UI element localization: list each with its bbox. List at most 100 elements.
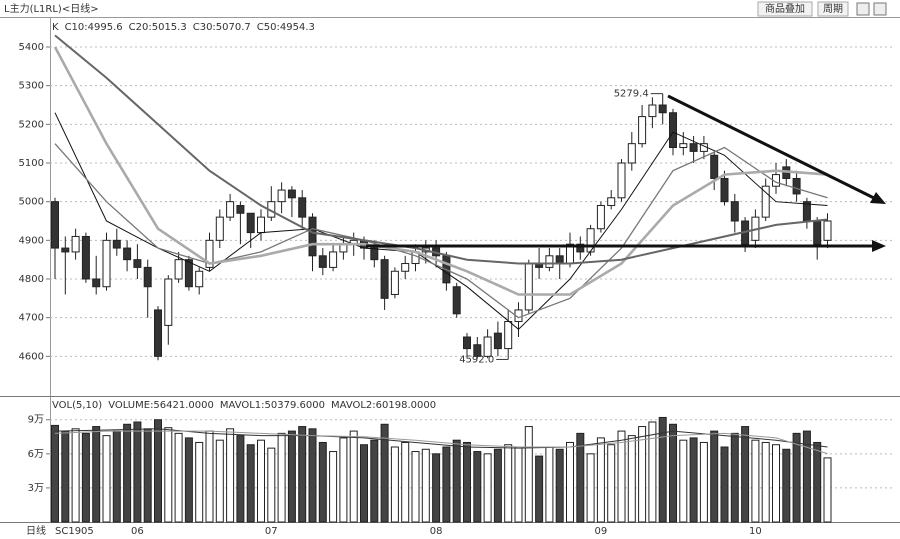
y-tick-label: 9万 xyxy=(28,415,44,426)
candle-body xyxy=(71,235,80,253)
volume-bar xyxy=(287,430,296,523)
period-button-label[interactable]: 周期 xyxy=(823,3,843,15)
candle-body xyxy=(669,112,677,149)
volume-bar xyxy=(473,451,482,523)
y-tick-label: 4700 xyxy=(19,313,44,324)
close-button[interactable] xyxy=(873,2,887,16)
volume-bar xyxy=(133,421,142,523)
volume-bar xyxy=(648,421,657,523)
x-tick-label: 07 xyxy=(265,526,278,537)
candle-body xyxy=(236,205,245,214)
volume-bar xyxy=(607,444,616,523)
volume-bar xyxy=(813,441,822,523)
volume-bar xyxy=(380,423,389,523)
candle-body xyxy=(102,239,111,288)
volume-bar xyxy=(566,441,574,523)
volume-bar xyxy=(401,441,410,523)
period-label: 日线 xyxy=(26,524,46,537)
y-tick-label: 3万 xyxy=(28,483,44,494)
candle-body xyxy=(658,104,667,114)
volume-bar xyxy=(679,439,688,523)
volume-bar xyxy=(360,444,368,523)
y-tick-label: 4800 xyxy=(19,274,44,285)
candle-body xyxy=(195,270,204,288)
volume-bar xyxy=(205,430,214,523)
volume-bar xyxy=(92,426,101,523)
legend-entry: VOLUME:56421.0000 xyxy=(108,400,214,411)
volume-bar xyxy=(246,444,255,523)
y-tick-label: 4900 xyxy=(19,235,44,246)
candle-body xyxy=(226,201,235,218)
legend-entry: MAVOL1:50379.6000 xyxy=(220,400,325,411)
moving-average-line xyxy=(54,143,828,319)
annotation: 5279.4 xyxy=(614,89,649,100)
candle-body xyxy=(607,197,616,207)
candle-body xyxy=(730,201,739,222)
volume-bar xyxy=(493,448,502,523)
legend-entry: K xyxy=(52,22,59,33)
candle-body xyxy=(463,336,471,350)
candle-body xyxy=(215,216,224,241)
volume-bar xyxy=(339,437,348,523)
volume-bar xyxy=(761,441,770,523)
period-button[interactable] xyxy=(817,1,849,17)
candle-body xyxy=(638,116,647,145)
volume-bar xyxy=(442,446,451,523)
overlay-button-label[interactable]: 商品叠加 xyxy=(765,2,805,15)
window-button[interactable] xyxy=(856,2,870,16)
legend-entry: C30:5070.7 xyxy=(193,22,251,33)
volume-bar xyxy=(370,439,379,523)
candle-body xyxy=(318,255,327,268)
arrow-head xyxy=(872,240,886,252)
candle-body xyxy=(370,247,379,261)
moving-average-line xyxy=(54,112,828,330)
candle-body xyxy=(174,259,183,280)
volume-bar xyxy=(823,457,832,523)
legend-entry: VOL(5,10) xyxy=(52,400,102,411)
moving-average-line xyxy=(54,430,828,455)
candle-body xyxy=(761,185,770,218)
volume-bar xyxy=(576,432,585,523)
candle-body xyxy=(627,143,636,164)
volume-bar xyxy=(308,428,317,523)
volume-bar xyxy=(298,426,307,523)
candle-body xyxy=(390,270,399,295)
candle-body xyxy=(205,239,214,268)
volume-bar xyxy=(555,448,564,523)
candle-body xyxy=(483,336,492,357)
candle-body xyxy=(81,235,90,280)
x-tick-label: 06 xyxy=(131,526,144,537)
volume-bar xyxy=(514,446,523,523)
candle-body xyxy=(112,239,121,249)
volume-bar xyxy=(390,446,399,523)
x-tick-label: 10 xyxy=(749,526,762,537)
candle-body xyxy=(401,263,410,272)
candle-body xyxy=(246,212,255,234)
volume-bar xyxy=(669,423,677,523)
volume-bar xyxy=(802,430,811,523)
y-tick-label: 5300 xyxy=(19,81,44,92)
candle-body xyxy=(473,344,482,357)
candle-body xyxy=(710,154,719,179)
legend-entry: C10:4995.6 xyxy=(65,22,123,33)
annotation: 4592.0 xyxy=(459,354,494,365)
candle-body xyxy=(143,266,152,288)
volume-bar xyxy=(751,439,760,523)
overlay-button[interactable] xyxy=(757,1,813,17)
moving-average-line xyxy=(54,34,828,265)
y-tick-label: 5400 xyxy=(19,42,44,53)
candle-body xyxy=(648,104,657,118)
y-tick-label: 5000 xyxy=(19,197,44,208)
candle-body xyxy=(164,278,173,326)
volume-bar xyxy=(452,439,461,523)
candle-body xyxy=(133,259,142,268)
volume-bar xyxy=(143,428,152,523)
volume-bar xyxy=(112,430,121,523)
volume-bar xyxy=(195,441,204,523)
volume-bar xyxy=(277,432,286,523)
y-tick-label: 5200 xyxy=(19,119,44,130)
volume-bar xyxy=(61,430,70,523)
candle-body xyxy=(61,247,70,253)
candle-body xyxy=(493,332,502,350)
